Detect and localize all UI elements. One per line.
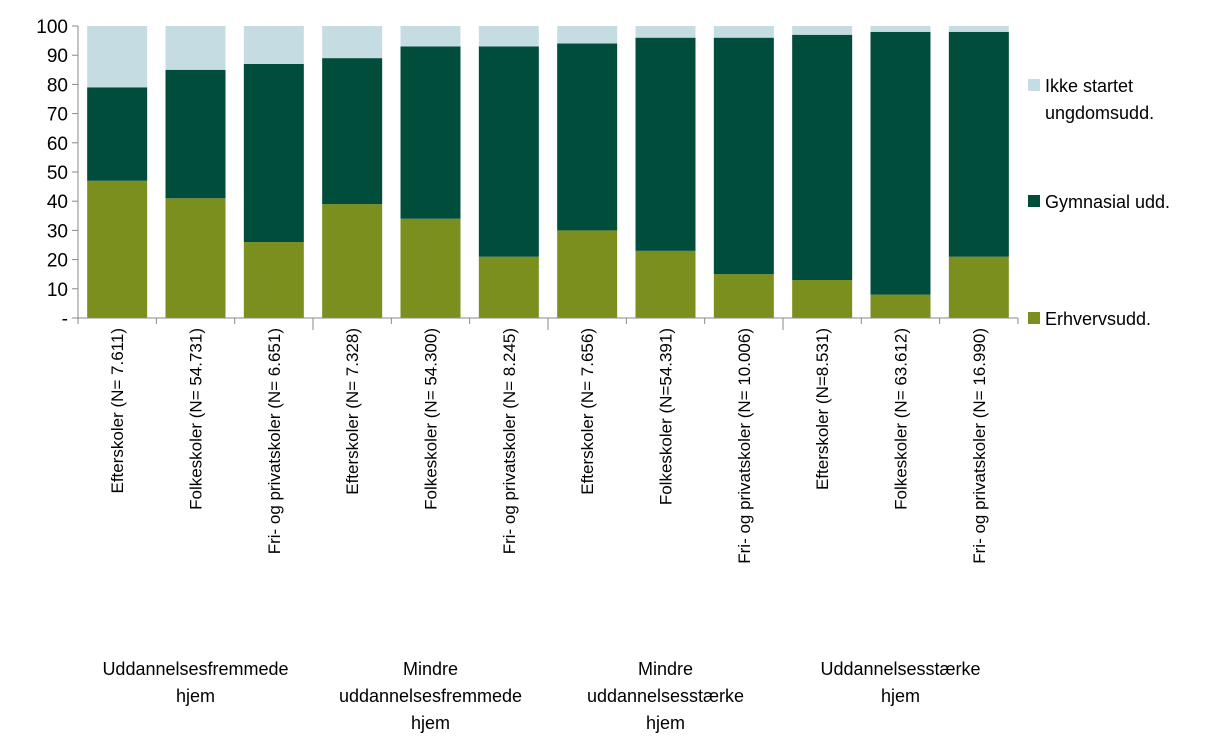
bar-segment-3 — [713, 26, 774, 38]
bar-segment-1 — [557, 230, 618, 318]
group-label: hjem — [646, 713, 685, 733]
bar-segment-1 — [322, 204, 383, 318]
y-tick-label: 50 — [47, 163, 68, 184]
category-label: Folkeskoler (N= 54.731) — [187, 328, 206, 510]
category-label: Folkeskoler (N= 63.612) — [892, 328, 911, 510]
category-label: Efterskoler (N= 7.611) — [108, 328, 127, 494]
bar-segment-3 — [322, 26, 383, 59]
bar-segment-2 — [478, 46, 539, 257]
bar-segment-3 — [792, 26, 853, 35]
bar-segment-2 — [87, 87, 148, 181]
legend: Ikke startet ungdomsudd. Gymnasial udd. Erh… — [1028, 76, 1170, 329]
group-label: uddannelsesstærke — [587, 686, 744, 706]
bar-segment-1 — [243, 242, 304, 318]
category-label: Fri- og privatskoler (N= 6.651) — [265, 328, 284, 554]
bar-segment-3 — [165, 26, 226, 70]
category-labels: Efterskoler (N= 7.611) Folkeskoler (N= 54… — [108, 328, 989, 564]
y-tick-label: 90 — [47, 46, 68, 67]
bar-segment-1 — [870, 294, 931, 318]
bar-segment-3 — [478, 26, 539, 47]
bar-segment-3 — [948, 26, 1009, 32]
bar-segment-1 — [165, 198, 226, 318]
legend-swatch — [1028, 312, 1040, 324]
legend-label: Ikke startet — [1045, 76, 1133, 96]
bar-segment-1 — [400, 218, 461, 318]
y-tick-label: 100 — [36, 17, 68, 38]
bar-segment-1 — [713, 274, 774, 318]
y-tick-label: 70 — [47, 105, 68, 126]
group-label: uddannelsesfremmede — [339, 686, 522, 706]
group-label: hjem — [881, 686, 920, 706]
bar-segment-1 — [948, 256, 1009, 318]
x-axis — [77, 317, 1019, 330]
bar-segment-3 — [87, 26, 148, 88]
group-label: Uddannelsesfremmede — [102, 659, 288, 679]
group-label: hjem — [176, 686, 215, 706]
bar-segment-1 — [635, 250, 696, 318]
y-tick-label: 60 — [47, 134, 68, 155]
legend-swatch — [1028, 195, 1040, 207]
bar-segment-2 — [400, 46, 461, 219]
bar-segment-2 — [165, 69, 226, 199]
group-labels: Uddannelsesfremmede hjem Mindre uddannelses… — [102, 659, 980, 733]
bar-segment-2 — [557, 43, 618, 231]
category-label: Folkeskoler (N= 54.300) — [422, 328, 441, 510]
bar-segment-3 — [870, 26, 931, 32]
bar-segment-2 — [792, 34, 853, 281]
y-tick-label: 20 — [47, 251, 68, 272]
bar-segment-2 — [322, 58, 383, 205]
group-label: hjem — [411, 713, 450, 733]
group-label: Uddannelsesstærke — [820, 659, 980, 679]
bar-segment-2 — [870, 31, 931, 295]
category-label: Efterskoler (N= 7.328) — [343, 328, 362, 495]
category-label: Fri- og privatskoler (N= 10.006) — [735, 328, 754, 564]
y-axis: - 10 20 30 40 50 60 70 80 90 100 — [36, 17, 79, 330]
legend-label: Gymnasial udd. — [1045, 192, 1170, 212]
y-tick-label: 10 — [47, 280, 68, 301]
bar-segment-3 — [557, 26, 618, 44]
y-tick-label: 40 — [47, 192, 68, 213]
legend-label: Erhvervsudd. — [1045, 309, 1151, 329]
group-label: Mindre — [638, 659, 693, 679]
bar-segment-2 — [635, 37, 696, 251]
bar-segment-2 — [243, 63, 304, 243]
bar-segment-1 — [792, 280, 853, 318]
bar-segment-2 — [948, 31, 1009, 257]
category-label: Folkeskoler (N=54.391) — [657, 328, 676, 505]
bars — [87, 26, 1009, 318]
category-label: Efterskoler (N=8.531) — [813, 328, 832, 490]
bar-segment-3 — [243, 26, 304, 64]
legend-label: ungdomsudd. — [1045, 103, 1154, 123]
bar-segment-3 — [635, 26, 696, 38]
y-tick-label: - — [62, 309, 68, 330]
bar-segment-1 — [87, 180, 148, 318]
y-tick-label: 30 — [47, 221, 68, 242]
y-tick-label: 80 — [47, 75, 68, 96]
legend-swatch — [1028, 79, 1040, 91]
bar-segment-1 — [478, 256, 539, 318]
category-label: Fri- og privatskoler (N= 8.245) — [500, 328, 519, 554]
category-label: Efterskoler (N= 7.656) — [578, 328, 597, 495]
category-label: Fri- og privatskoler (N= 16.990) — [970, 328, 989, 564]
bar-segment-3 — [400, 26, 461, 47]
bar-segment-2 — [713, 37, 774, 275]
group-label: Mindre — [403, 659, 458, 679]
